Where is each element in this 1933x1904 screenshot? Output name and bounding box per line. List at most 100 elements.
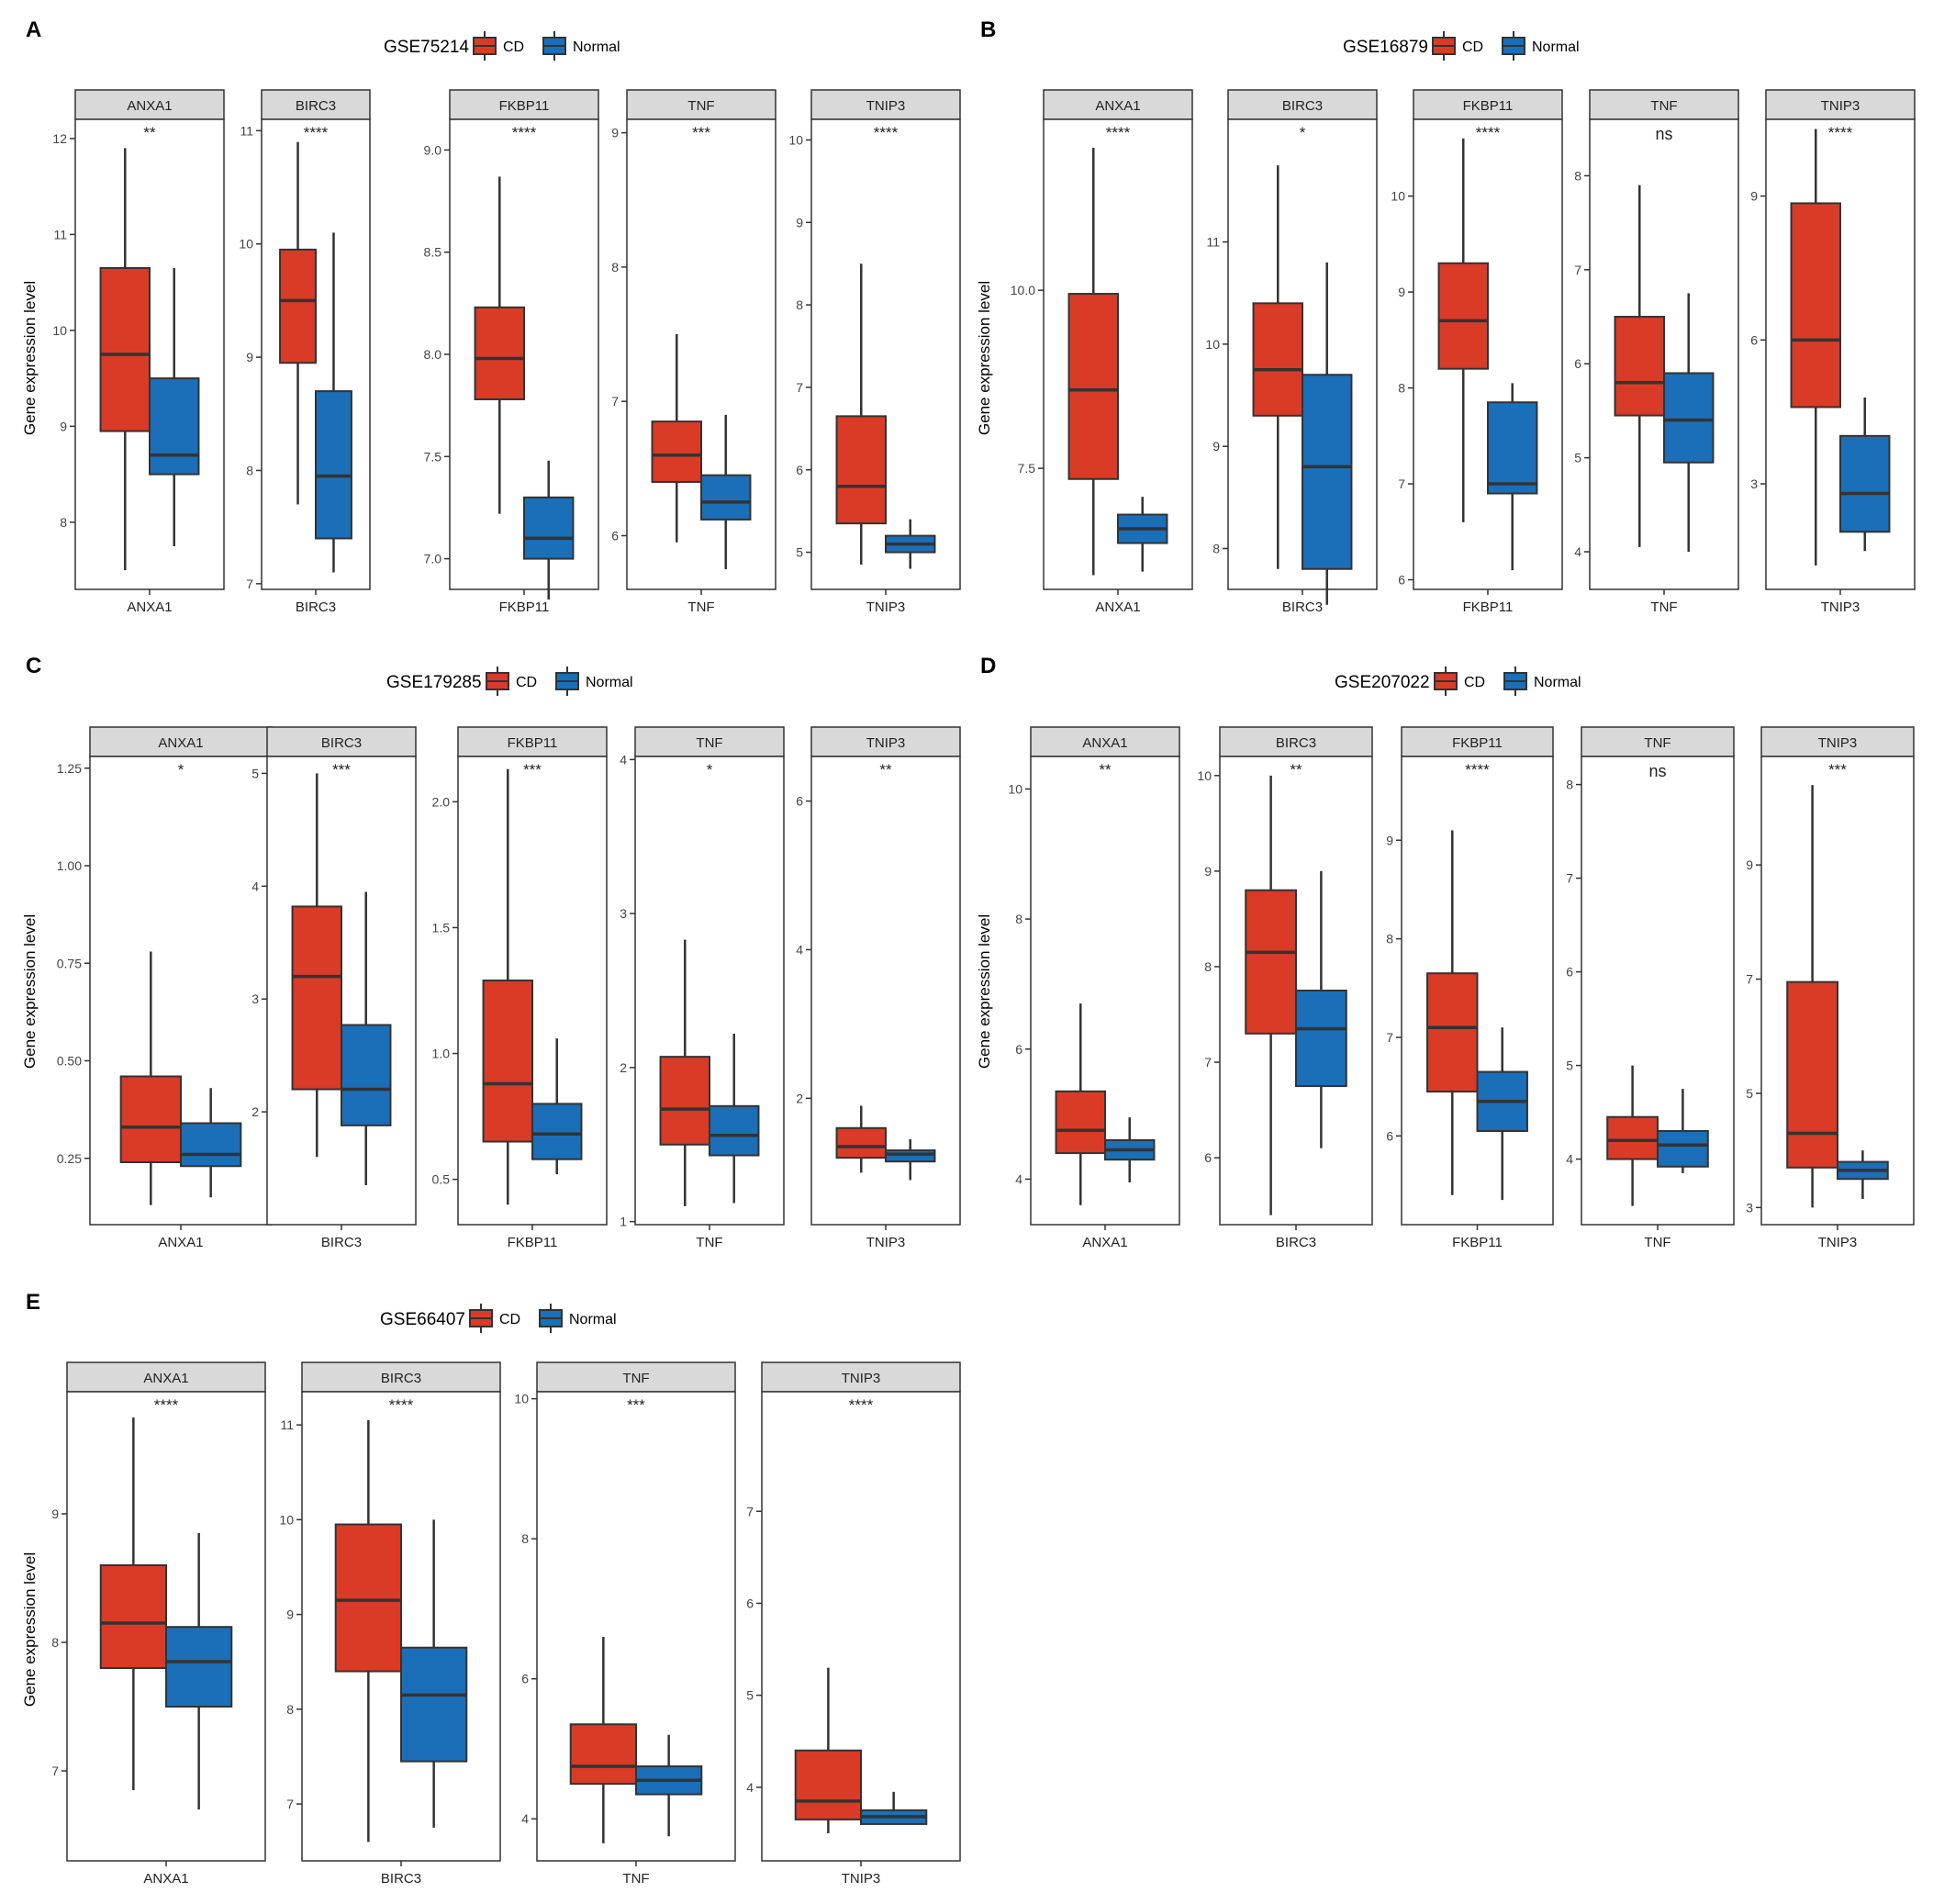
box-cd (1790, 202, 1842, 409)
y-tick-label: 9 (1746, 857, 1753, 872)
legend-title: GSE207022 (1335, 673, 1430, 692)
panel-c: C GSE179285 CD Normal Gene expression level A… (21, 654, 961, 1250)
y-tick-label: 6 (1398, 573, 1405, 588)
x-tick-label: BIRC3 (1276, 1235, 1316, 1250)
box-cd (659, 1056, 710, 1146)
box-cd (1437, 262, 1490, 370)
facet-strip-label: TNIP3 (866, 98, 906, 114)
x-tick-label: FKBP11 (508, 1235, 558, 1250)
y-tick-label: 7 (1398, 476, 1405, 491)
y-tick-label: 2 (620, 1060, 627, 1075)
legend-label-cd: CD (503, 39, 524, 55)
significance-label: **** (512, 124, 537, 141)
panel-letter: D (980, 654, 996, 678)
significance-label: **** (304, 124, 329, 141)
legend-title: GSE16879 (1343, 38, 1428, 57)
facet-tnip3: TNIP3 2 4 6 ** TNIP3 (796, 726, 961, 1250)
y-tick-label: 9 (1750, 189, 1758, 204)
box-normal (523, 496, 575, 560)
y-tick-label: 7 (51, 1764, 59, 1778)
y-tick-label: 10 (239, 237, 253, 252)
y-axis-title: Gene expression level (21, 281, 39, 435)
box-normal (1663, 372, 1715, 464)
x-tick-label: ANXA1 (143, 1871, 188, 1887)
x-tick-label: TNF (696, 1235, 722, 1250)
box-cd (279, 248, 317, 364)
y-tick-label: 8 (60, 515, 67, 530)
facet-birc3: BIRC3 8 9 10 11 * BIRC3 (1205, 89, 1378, 615)
y-tick-label: 7 (611, 394, 619, 409)
y-tick-label: 6 (1750, 332, 1758, 347)
box-cd (482, 980, 533, 1143)
legend-label-cd: CD (516, 675, 537, 690)
y-tick-label: 10 (52, 323, 67, 338)
y-tick-label: 6 (611, 528, 619, 543)
y-tick-label: 9 (611, 126, 619, 140)
y-tick-label: 8 (1386, 932, 1393, 946)
y-tick-label: 9 (1398, 285, 1405, 299)
y-tick-label: 4 (521, 1811, 529, 1826)
significance-label: **** (1465, 761, 1490, 778)
box-cd (334, 1523, 402, 1673)
y-tick-label: 10 (279, 1512, 294, 1527)
y-tick-label: 7 (1386, 1030, 1393, 1045)
y-tick-label: 0.25 (57, 1151, 82, 1166)
y-tick-label: 6 (1574, 356, 1581, 371)
facet-tnip3: TNIP3 3 6 9 **** TNIP3 (1750, 89, 1916, 615)
box-normal (400, 1646, 468, 1763)
significance-label: *** (523, 761, 542, 778)
y-tick-label: 10 (1391, 189, 1405, 204)
y-tick-label: 8 (286, 1702, 294, 1717)
facet-anxa1: ANXA1 0.25 0.50 0.75 1.00 1.25 * ANXA1 (57, 726, 273, 1250)
y-tick-label: 1.00 (57, 858, 82, 873)
y-tick-label: 5 (1746, 1086, 1753, 1101)
y-tick-label: 7 (746, 1504, 754, 1518)
facet-fkbp11: FKBP11 6 7 8 9 **** FKBP11 (1386, 726, 1554, 1250)
y-tick-label: 5 (251, 766, 259, 780)
y-tick-label: 4 (746, 1780, 754, 1795)
y-tick-label: 7 (286, 1797, 294, 1811)
y-tick-label: 7 (1574, 263, 1581, 277)
facet-strip (810, 89, 961, 120)
facet-strip-label: TNIP3 (1818, 735, 1858, 751)
significance-label: **** (1476, 124, 1501, 141)
significance-label: ** (879, 761, 892, 778)
y-tick-label: 6 (796, 463, 803, 477)
y-tick-label: 5 (796, 545, 803, 560)
y-tick-label: 10 (1008, 781, 1022, 796)
significance-label: **** (874, 124, 899, 141)
box-normal (165, 1626, 233, 1708)
box-cd (1067, 293, 1120, 480)
y-tick-label: 8.0 (424, 347, 442, 362)
x-tick-label: TNF (1644, 1235, 1670, 1250)
facet-strip-label: BIRC3 (381, 1371, 421, 1386)
facet-birc3: BIRC3 2 3 4 5 *** BIRC3 (251, 726, 417, 1250)
panel-letter: B (980, 17, 996, 42)
y-tick-label: 9 (1204, 864, 1212, 879)
y-tick-label: 5 (1574, 451, 1581, 465)
box-normal (341, 1024, 392, 1126)
facet-strip-label: ANXA1 (1082, 735, 1127, 751)
significance-label: *** (332, 761, 351, 778)
y-tick-label: 8 (1015, 912, 1022, 926)
box-cd (119, 1075, 182, 1163)
x-tick-label: FKBP11 (1452, 1235, 1503, 1250)
y-tick-label: 7 (1746, 972, 1753, 987)
y-tick-label: 10 (1197, 768, 1212, 783)
y-tick-label: 0.75 (57, 956, 82, 970)
legend-title: GSE66407 (380, 1310, 465, 1329)
facet-strip (261, 89, 371, 120)
facet-strip (634, 726, 785, 757)
y-tick-label: 6 (521, 1672, 529, 1686)
facet-strip-label: TNF (1650, 98, 1677, 114)
significance-label: **** (154, 1396, 179, 1414)
legend: GSE179285 CD Normal (386, 666, 633, 696)
box-cd (474, 306, 525, 400)
y-tick-label: 0.5 (432, 1172, 451, 1187)
panel-letter: E (26, 1290, 40, 1315)
y-tick-label: 9 (796, 215, 803, 230)
significance-label: *** (1828, 761, 1847, 778)
y-tick-label: 7 (1204, 1055, 1212, 1070)
y-tick-label: 7 (796, 380, 803, 395)
